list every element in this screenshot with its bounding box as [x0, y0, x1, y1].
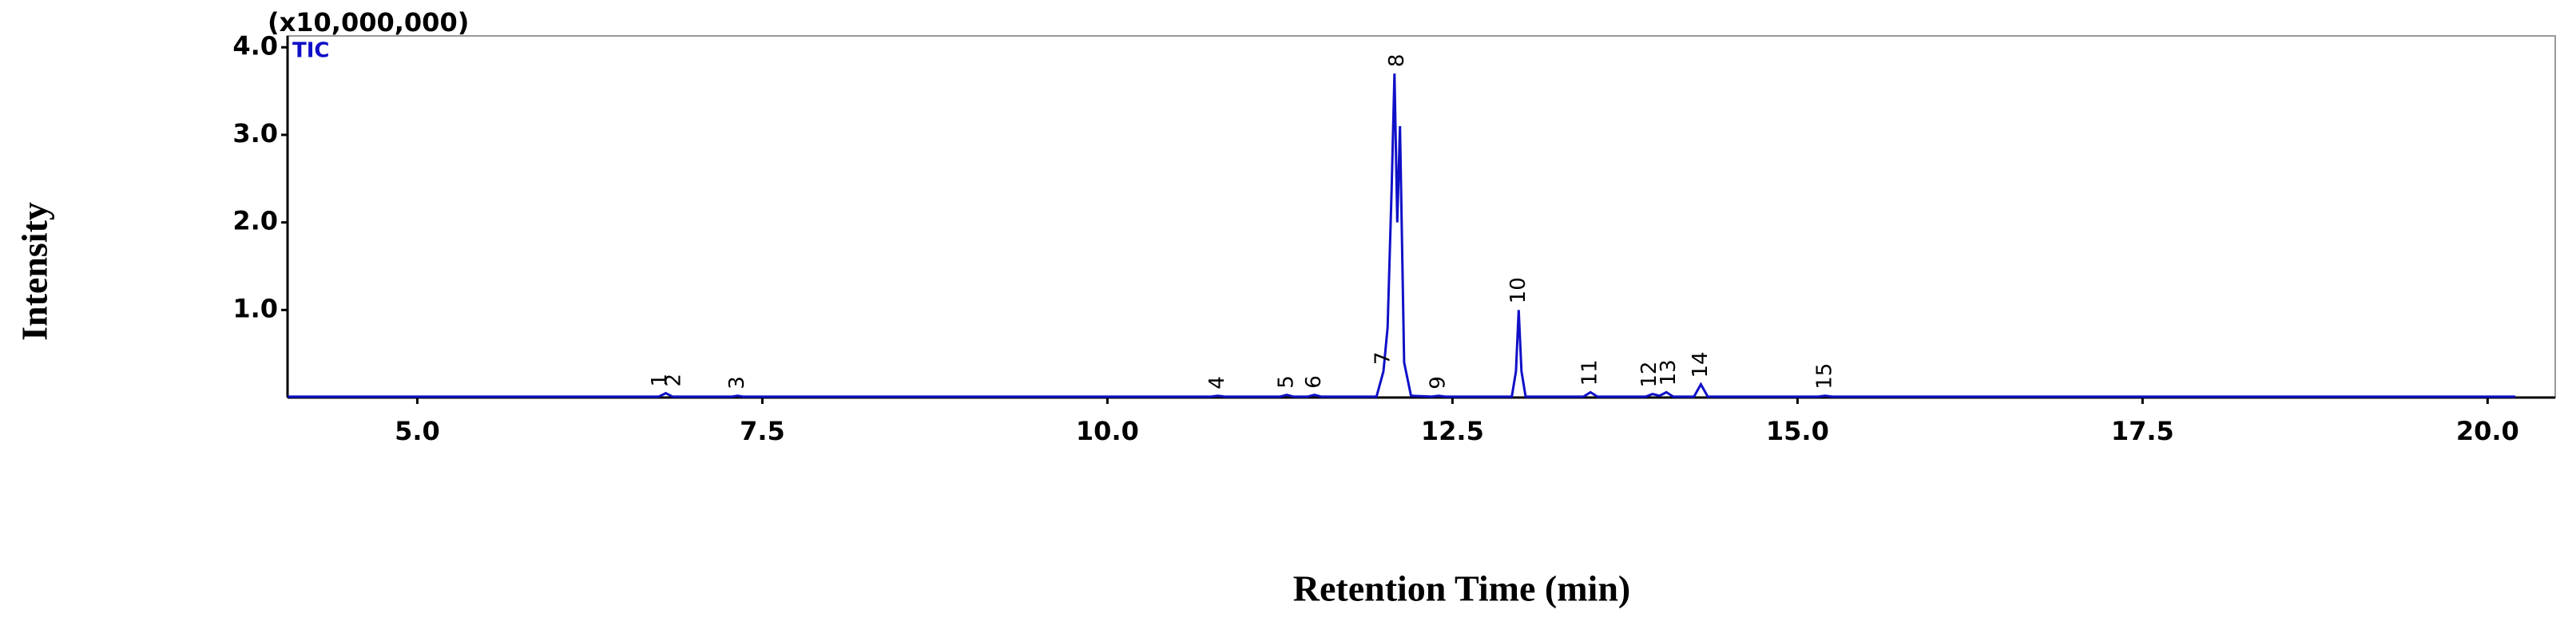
peak-label: 1 [648, 374, 672, 387]
x-tick-label: 15.0 [1766, 416, 1829, 446]
peak-label: 2 [661, 374, 685, 387]
peak-label: 4 [1205, 376, 1229, 390]
x-tick-label: 17.5 [2111, 416, 2174, 446]
peak-label: 5 [1275, 375, 1299, 389]
peak-label: 14 [1689, 351, 1713, 378]
peak-label: 13 [1657, 359, 1681, 386]
x-tick-label: 7.5 [740, 416, 785, 446]
x-tick-label: 5.0 [395, 416, 440, 446]
y-tick-label: 1.0 [232, 293, 278, 323]
y-tick-label: 2.0 [232, 206, 278, 236]
peak-label: 12 [1637, 362, 1661, 388]
y-axis-title: Intensity [14, 202, 55, 341]
y-tick-label: 4.0 [232, 30, 278, 61]
peak-label: 3 [725, 376, 749, 390]
x-axis-title: Retention Time (min) [1293, 568, 1631, 609]
peak-label: 8 [1385, 54, 1409, 68]
x-tick-label: 12.5 [1421, 416, 1484, 446]
trace-label: TIC [292, 39, 330, 63]
x-tick-label: 10.0 [1076, 416, 1139, 446]
peak-label: 7 [1371, 352, 1395, 366]
peak-label: 15 [1812, 363, 1836, 390]
trace-line [288, 73, 2515, 398]
peak-label: 6 [1302, 375, 1326, 389]
y-multiplier: (x10,000,000) [268, 7, 469, 38]
x-tick-label: 20.0 [2456, 416, 2519, 446]
plot-frame [287, 35, 2556, 398]
peak-label: 10 [1506, 277, 1530, 303]
y-tick-label: 3.0 [232, 118, 278, 148]
peak-label: 9 [1427, 376, 1451, 390]
peak-label: 11 [1578, 359, 1602, 386]
